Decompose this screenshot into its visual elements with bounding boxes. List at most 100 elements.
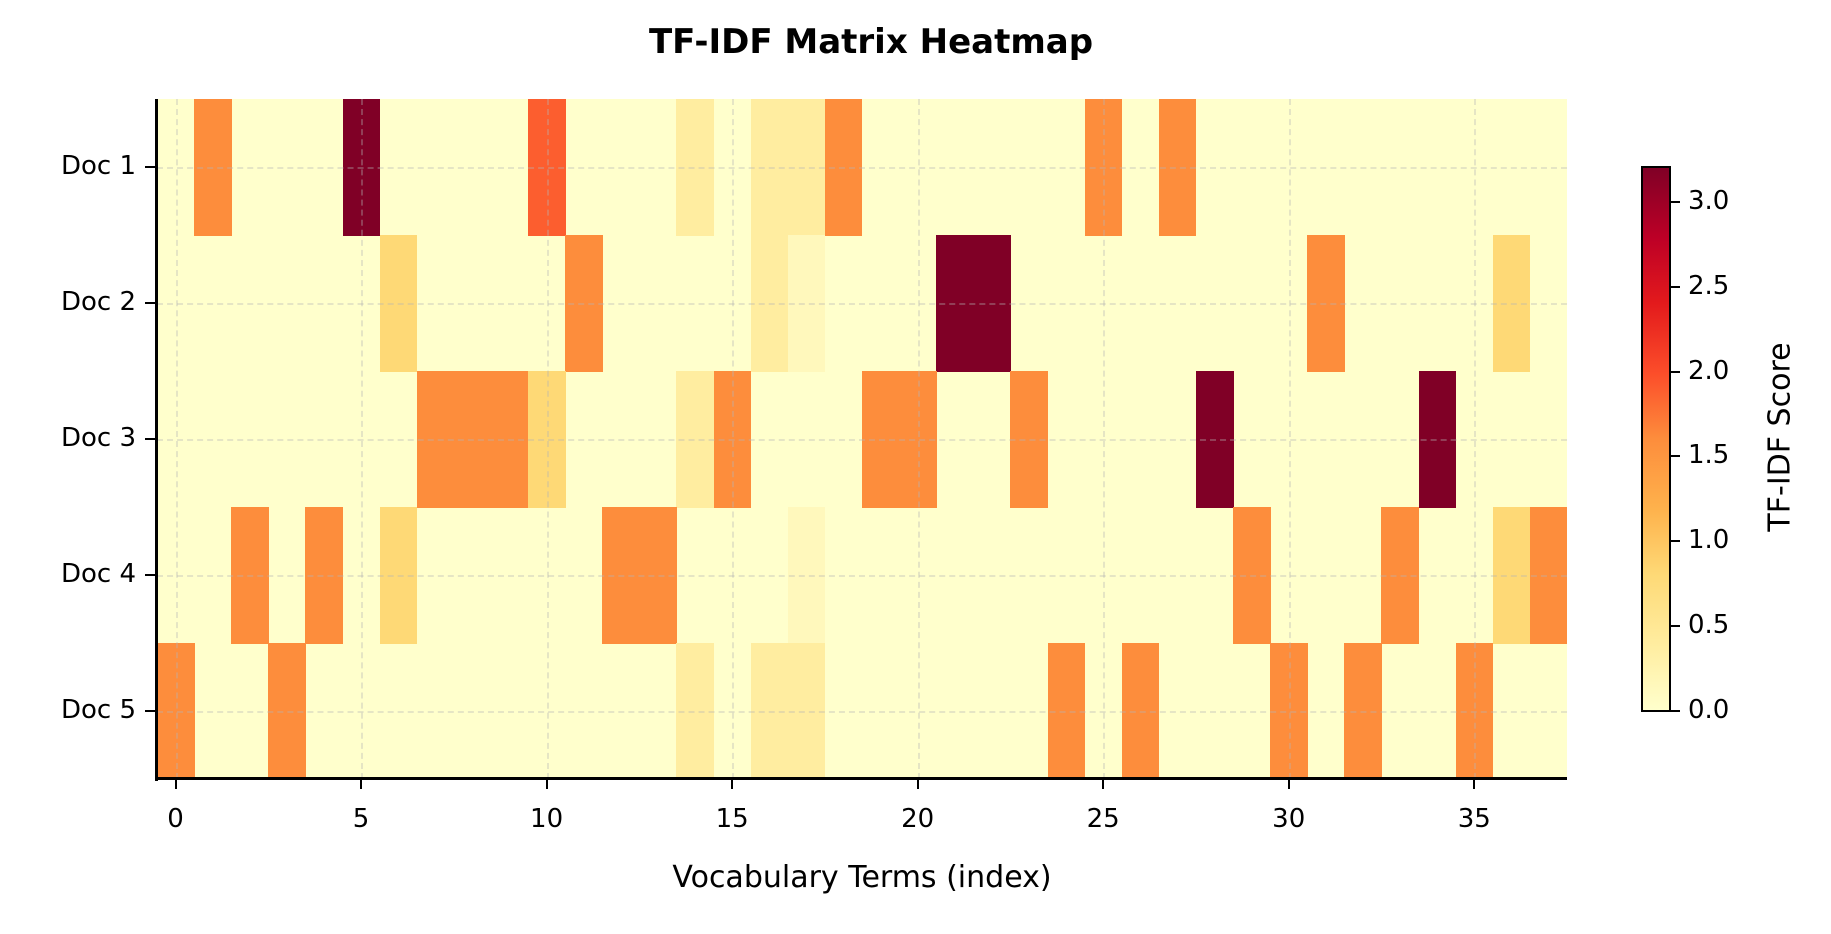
colorbar-tick-label: 0.5 [1688,609,1730,640]
heatmap-cell [528,99,566,236]
x-tick-label: 15 [715,804,749,834]
colorbar-tick-mark [1671,286,1680,289]
vertical-grid-line [175,99,178,779]
heatmap-cell [453,371,492,508]
y-tick-mark [145,166,155,168]
heatmap-cell [787,643,826,780]
heatmap-cell [713,371,752,508]
colorbar-tick-mark [1671,540,1680,543]
heatmap-cell [787,507,826,644]
x-tick-mark [1473,779,1476,789]
vertical-grid-line [1474,99,1477,779]
colorbar [1641,166,1671,712]
heatmap-cell [1195,371,1234,508]
heatmap-cell [750,643,789,780]
heatmap-cell [1455,643,1494,780]
heatmap-cell [824,99,863,236]
colorbar-tick-label: 2.5 [1688,271,1730,302]
x-tick-label: 5 [352,804,370,834]
heatmap-cell [1047,643,1086,780]
heatmap-cell [676,99,715,236]
colorbar-tick-label: 0.0 [1688,694,1730,725]
y-axis-line [155,99,158,781]
heatmap-cell [1010,371,1048,508]
vertical-grid-line [917,99,920,779]
heatmap-cell [1307,235,1345,372]
heatmap-cell [639,507,677,644]
vertical-grid-line [361,99,364,779]
heatmap-cell [1158,99,1197,236]
heatmap-cell [1344,643,1382,780]
heatmap-cell [899,371,937,508]
y-tick-mark [145,710,155,712]
y-tick-label: Doc 4 [60,559,136,589]
heatmap-cell [379,235,418,372]
heatmap-cell [1233,507,1271,644]
heatmap-cell [157,643,195,780]
colorbar-tick-label: 1.0 [1688,525,1730,556]
colorbar-tick-label: 1.5 [1688,440,1730,471]
y-tick-label: Doc 2 [60,287,136,317]
heatmap-plot-area [157,99,1568,780]
horizontal-grid-line [157,303,1567,305]
heatmap-cell [379,507,418,644]
y-tick-label: Doc 1 [60,151,136,181]
x-axis-title: Vocabulary Terms (index) [672,860,1052,895]
y-tick-label: Doc 3 [60,423,136,453]
heatmap-cell [342,99,381,236]
x-tick-label: 35 [1457,804,1491,834]
colorbar-tick-mark [1671,709,1680,712]
colorbar-title: TF-IDF Score [1762,342,1798,532]
x-axis-line [155,777,1567,780]
x-tick-label: 10 [530,804,564,834]
heatmap-cell [1084,99,1123,236]
colorbar-tick-mark [1671,624,1680,627]
heatmap-cell [862,371,900,508]
heatmap-cell [676,371,715,508]
heatmap-cell [676,643,715,780]
vertical-grid-line [546,99,549,779]
chart-title: TF-IDF Matrix Heatmap [648,22,1094,62]
x-tick-mark [545,779,548,789]
vertical-grid-line [1103,99,1106,779]
horizontal-grid-line [157,167,1567,169]
y-tick-mark [145,438,155,440]
heatmap-cell [602,507,640,644]
x-tick-mark [1287,779,1290,789]
heatmap-cell [973,235,1011,372]
heatmap-cell [1492,235,1531,372]
horizontal-grid-line [157,439,1567,441]
heatmap-cell [787,235,826,372]
y-tick-mark [145,302,155,304]
vertical-grid-line [732,99,735,779]
heatmap-cell [305,507,343,644]
colorbar-tick-mark [1671,370,1680,373]
heatmap-cell [750,235,789,372]
heatmap-cell [1270,643,1308,780]
x-tick-mark [1102,779,1105,789]
colorbar-tick-label: 2.0 [1688,355,1730,386]
heatmap-cell [528,371,566,508]
x-tick-mark [916,779,919,789]
heatmap-cell [1492,507,1531,644]
y-tick-mark [145,574,155,576]
vertical-grid-line [1288,99,1291,779]
x-tick-label: 0 [167,804,184,834]
heatmap-cell [231,507,269,644]
colorbar-tick-mark [1671,455,1680,458]
x-tick-mark [731,779,734,789]
heatmap-cell [1418,371,1457,508]
heatmap-cell [936,235,974,372]
heatmap-cell [750,99,789,236]
heatmap-cell [787,99,826,236]
heatmap-cell [490,371,529,508]
x-tick-label: 30 [1272,804,1306,834]
heatmap-cell [194,99,232,236]
y-tick-label: Doc 5 [60,695,136,725]
heatmap-cell [1381,507,1420,644]
colorbar-tick-mark [1671,201,1680,204]
heatmap-cell [268,643,306,780]
heatmap-cell [1121,643,1160,780]
heatmap-cell [1529,507,1568,644]
heatmap-cell [416,371,455,508]
